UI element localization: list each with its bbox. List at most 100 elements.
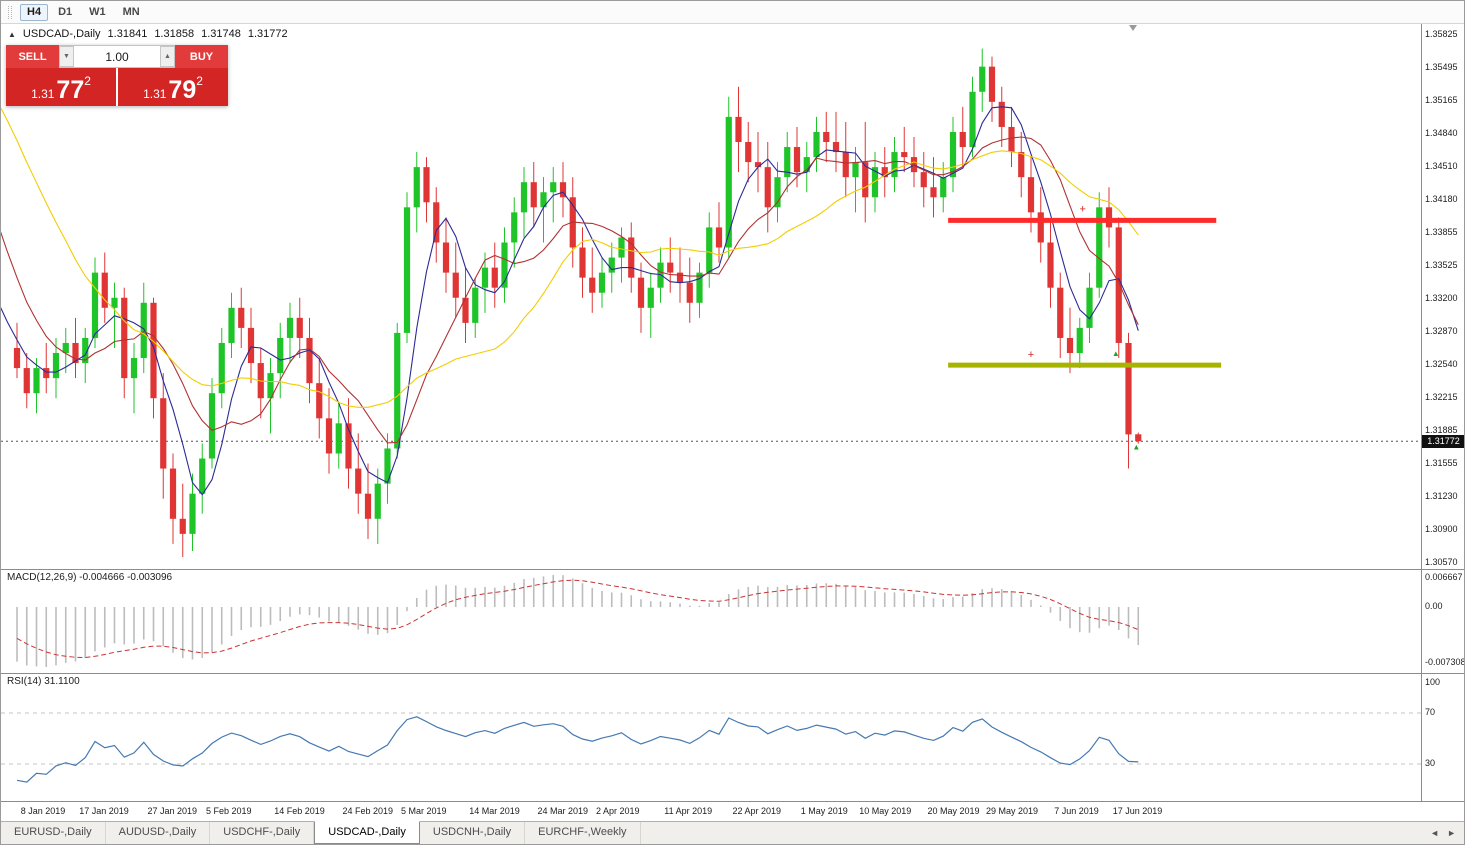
buy-button[interactable]: BUY: [175, 45, 228, 68]
buy-price-base: 1.31: [143, 87, 167, 101]
volume-input[interactable]: [74, 46, 160, 67]
candle: [121, 287, 128, 399]
candle: [579, 227, 586, 298]
candle: [1086, 272, 1093, 343]
chart-symbol-label: USDCAD-,Daily: [22, 28, 101, 40]
candle: [1047, 222, 1054, 308]
candle: [871, 152, 879, 213]
candle: [901, 126, 908, 173]
candle: [374, 468, 381, 544]
rsi-label: RSI(14) 31.1100: [7, 676, 80, 687]
candle: [832, 111, 840, 173]
candle: [1066, 307, 1074, 374]
candle: [920, 152, 927, 208]
tabs-scroll-controls: ◄ ►: [1420, 822, 1464, 844]
candle: [208, 378, 216, 469]
timeframe-button-mn[interactable]: MN: [122, 5, 140, 18]
candle: [852, 147, 859, 213]
candle: [91, 257, 99, 348]
tab-eurusd-daily[interactable]: EURUSD-,Daily: [1, 822, 106, 844]
candle: [1037, 187, 1044, 263]
candle: [384, 433, 391, 504]
candle: [988, 56, 996, 122]
candle: [706, 212, 713, 288]
date-label: 17 Jun 2019: [1112, 806, 1163, 816]
tab-eurchf-weekly[interactable]: EURCHF-,Weekly: [525, 822, 641, 844]
candle: [511, 197, 518, 268]
candle: [813, 116, 820, 173]
sell-price-display[interactable]: 1.31 77 2: [6, 68, 116, 106]
tab-usdchf-daily[interactable]: USDCHF-,Daily: [210, 822, 315, 844]
tabs-scroll-right-icon[interactable]: ►: [1447, 828, 1456, 838]
candle: [745, 121, 752, 183]
candle: [1057, 272, 1064, 359]
date-label: 7 Jun 2019: [1054, 806, 1099, 816]
candle: [296, 297, 303, 359]
candle: [345, 398, 352, 489]
date-label: 22 Apr 2019: [732, 806, 782, 816]
ohlc-low-value: 1.31748: [201, 28, 241, 40]
buy-price-pips: 79: [168, 76, 197, 104]
candle: [823, 111, 830, 163]
sell-button[interactable]: SELL: [6, 45, 59, 68]
trade-marker: +: [1028, 349, 1034, 361]
candle: [335, 403, 342, 469]
toolbar-grip-icon[interactable]: [8, 5, 12, 19]
candle: [101, 252, 108, 323]
collapse-pane-icon[interactable]: ▲: [8, 29, 16, 39]
timeframe-button-w1[interactable]: W1: [89, 5, 106, 18]
timeframe-button-h4[interactable]: H4: [20, 3, 49, 21]
candle: [628, 222, 635, 293]
candle: [238, 287, 245, 348]
trade-marker: +: [1079, 203, 1085, 215]
date-label: 5 Feb 2019: [206, 806, 252, 816]
candle: [735, 86, 742, 173]
candle: [43, 342, 50, 394]
date-label: 27 Jan 2019: [147, 806, 198, 816]
tab-audusd-daily[interactable]: AUDUSD-,Daily: [106, 822, 211, 844]
tab-usdcnh-daily[interactable]: USDCNH-,Daily: [420, 822, 526, 844]
chart-tabs: EURUSD-,Daily AUDUSD-,Daily USDCHF-,Daily U…: [1, 821, 641, 844]
timeframe-button-d1[interactable]: D1: [58, 5, 73, 18]
buy-price-display[interactable]: 1.31 79 2: [118, 68, 228, 106]
tabs-scroll-left-icon[interactable]: ◄: [1430, 828, 1440, 838]
candle: [52, 337, 60, 399]
candle: [160, 373, 167, 499]
candle: [169, 453, 177, 544]
candle: [23, 353, 30, 409]
timeframe-toolbar: H4 D1 W1 MN: [1, 1, 1464, 24]
candle: [637, 262, 645, 333]
candle: [959, 106, 966, 168]
candle: [491, 242, 498, 308]
timeframe-buttons: H4 D1 W1 MN: [20, 3, 150, 21]
volume-increase-button[interactable]: ▲: [160, 46, 175, 67]
volume-decrease-button[interactable]: ▼: [59, 46, 74, 67]
candle: [501, 227, 508, 303]
candle: [199, 443, 206, 514]
buy-price-pipette: 2: [196, 74, 203, 88]
date-label: 20 May 2019: [927, 806, 980, 816]
date-label: 2 Apr 2019: [596, 806, 640, 816]
tab-usdcad-daily[interactable]: USDCAD-,Daily: [314, 821, 420, 844]
candle: [530, 162, 537, 228]
candle: [355, 433, 362, 514]
sell-price-pipette: 2: [84, 74, 91, 88]
candle: [364, 463, 372, 539]
ohlc-close-value: 1.31772: [247, 28, 288, 40]
candle: [257, 347, 264, 419]
candle: [403, 192, 411, 343]
ma-line-10: [1, 136, 1139, 444]
candle: [667, 237, 674, 293]
candle: [647, 272, 654, 338]
candle: [179, 483, 186, 557]
rsi-line: [16, 716, 1139, 783]
candle: [13, 322, 21, 379]
candle: [1018, 131, 1025, 198]
candle: [442, 217, 450, 293]
chart-shift-marker-icon[interactable]: [1129, 25, 1137, 31]
candle: [803, 142, 810, 193]
date-label: 24 Feb 2019: [342, 806, 394, 816]
candle: [842, 121, 849, 198]
candle: [540, 177, 547, 243]
